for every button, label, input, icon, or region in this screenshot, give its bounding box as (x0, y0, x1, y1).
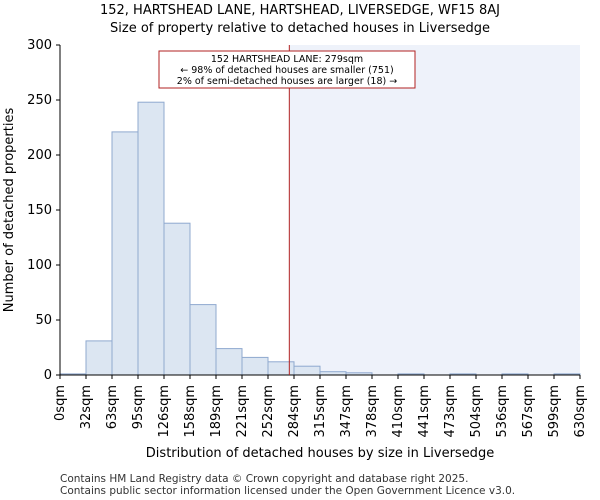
bar-95sqm (137, 101, 165, 376)
bar-284sqm (293, 365, 321, 376)
x-tick-label: 410sqm (391, 385, 406, 438)
x-tick-label: 126sqm (157, 385, 172, 438)
bar-126sqm (163, 222, 191, 376)
annotation-line: 2% of semi-detached houses are larger (1… (177, 76, 397, 87)
y-tick-label: 50 (35, 313, 52, 328)
y-tick-label: 0 (44, 368, 52, 383)
footer-line-1: Contains HM Land Registry data © Crown c… (60, 473, 469, 485)
x-tick-label: 0sqm (53, 385, 68, 421)
bar-252sqm (267, 361, 295, 376)
x-tick-label: 599sqm (547, 385, 562, 438)
annotation-line: ← 98% of detached houses are smaller (75… (180, 65, 393, 76)
x-tick-label: 567sqm (521, 385, 536, 438)
footer-line-2: Contains public sector information licen… (60, 485, 516, 497)
highlight-region (289, 45, 580, 375)
y-tick-label: 250 (27, 93, 52, 108)
y-tick-label: 200 (27, 148, 52, 163)
x-tick-label: 284sqm (287, 385, 302, 438)
x-tick-label: 315sqm (313, 385, 328, 438)
x-tick-label: 32sqm (79, 385, 94, 429)
bar-158sqm (189, 304, 217, 376)
annotation-line: 152 HARTSHEAD LANE: 279sqm (211, 54, 363, 65)
x-tick-label: 630sqm (573, 385, 588, 438)
annotation-box (158, 50, 416, 89)
x-tick-label: 252sqm (261, 385, 276, 438)
y-tick-label: 300 (27, 38, 52, 53)
x-axis-title: Distribution of detached houses by size … (146, 446, 494, 461)
chart-subtitle: Size of property relative to detached ho… (110, 21, 490, 36)
x-tick-label: 504sqm (469, 385, 484, 438)
x-tick-label: 536sqm (495, 385, 510, 438)
x-tick-label: 221sqm (235, 385, 250, 438)
x-tick-label: 95sqm (131, 385, 146, 429)
x-tick-label: 378sqm (365, 385, 380, 438)
y-tick-label: 100 (27, 258, 52, 273)
y-tick-label: 150 (27, 203, 52, 218)
x-tick-label: 189sqm (209, 385, 224, 438)
x-tick-label: 347sqm (339, 385, 354, 438)
x-tick-label: 473sqm (443, 385, 458, 438)
bar-189sqm (215, 348, 243, 376)
bar-63sqm (111, 131, 139, 376)
bar-32sqm (85, 340, 113, 376)
x-tick-label: 441sqm (417, 385, 432, 438)
y-axis-title: Number of detached properties (2, 108, 17, 313)
x-tick-label: 63sqm (105, 385, 120, 429)
bar-221sqm (241, 356, 269, 376)
x-tick-label: 158sqm (183, 385, 198, 438)
chart-title: 152, HARTSHEAD LANE, HARTSHEAD, LIVERSED… (99, 3, 501, 18)
